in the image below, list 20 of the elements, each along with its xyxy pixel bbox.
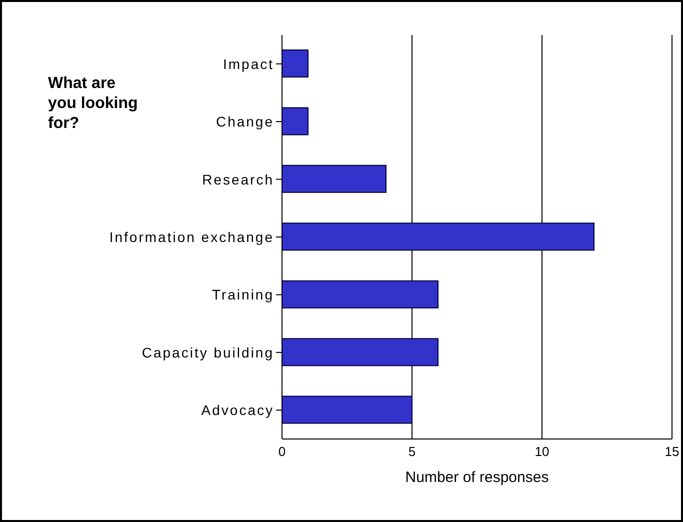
y-tick-label: Capacity building: [142, 344, 274, 360]
y-tick-label: Change: [216, 114, 274, 130]
bar: [282, 396, 412, 424]
y-tick-label: Information exchange: [109, 228, 274, 245]
y-tick-label: Training: [212, 286, 274, 303]
bar: [282, 164, 386, 193]
bar: [282, 50, 308, 78]
text: What are you looking for?: [48, 74, 139, 134]
x-tick-label: 5: [408, 444, 416, 460]
y-tick-label: Advocacy: [201, 402, 274, 418]
x-tick-label: 10: [534, 444, 550, 460]
bar: [282, 222, 594, 251]
x-axis-title: Number of responses: [405, 469, 549, 486]
bar: [282, 338, 438, 366]
x-tick-label: 0: [278, 444, 286, 460]
x-tick-label: 15: [664, 444, 680, 460]
y-tick-label: Research: [202, 171, 274, 188]
bar: [282, 280, 438, 308]
y-tick-label: Impact: [222, 56, 274, 72]
bar: [282, 107, 308, 136]
